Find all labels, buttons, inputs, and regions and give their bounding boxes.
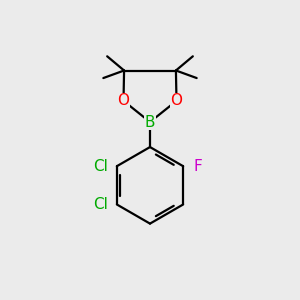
Text: B: B bbox=[145, 115, 155, 130]
Text: Cl: Cl bbox=[93, 159, 108, 174]
Text: Cl: Cl bbox=[93, 197, 108, 212]
Text: O: O bbox=[118, 93, 130, 108]
Text: F: F bbox=[194, 159, 202, 174]
Text: O: O bbox=[170, 93, 182, 108]
